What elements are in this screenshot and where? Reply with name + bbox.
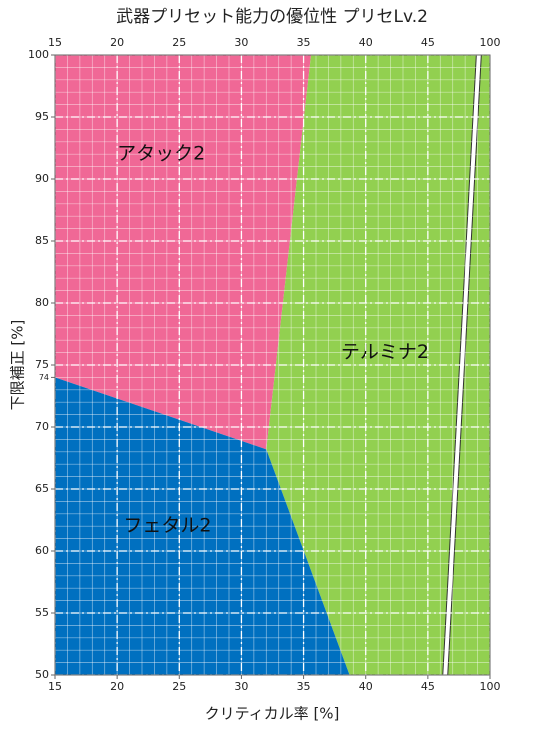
- y-tick-label: 50: [35, 668, 49, 681]
- x-tick-label: 25: [172, 680, 186, 693]
- x-tick-label-top: 30: [234, 36, 248, 49]
- y-tick-label: 60: [35, 544, 49, 557]
- chart-title: 武器プリセット能力の優位性 プリセLv.2: [116, 7, 428, 27]
- region-label: テルミナ2: [341, 341, 429, 363]
- region-label: フェタル2: [123, 515, 211, 537]
- plot-frame: [54, 54, 491, 676]
- y-tick-label: 100: [28, 48, 49, 61]
- x-tick-label-top: 45: [421, 36, 435, 49]
- y-tick-label: 85: [35, 234, 49, 247]
- y-tick-label: 55: [35, 606, 49, 619]
- x-tick-label: 40: [359, 680, 373, 693]
- region: [55, 55, 312, 450]
- x-tick-label: 35: [297, 680, 311, 693]
- x-tick-label-top: 20: [110, 36, 124, 49]
- x-axis-label: クリティカル率 [%]: [205, 705, 340, 723]
- x-tick-label-top: 35: [297, 36, 311, 49]
- x-tick-label-top: 15: [48, 36, 62, 49]
- y-tick-label: 95: [35, 110, 49, 123]
- x-tick-label: 15: [48, 680, 62, 693]
- y-tick-label: 74: [39, 373, 49, 382]
- y-axis-label: 下限補正 [%]: [9, 320, 27, 411]
- y-tick-label: 75: [35, 358, 49, 371]
- x-tick-label: 45: [421, 680, 435, 693]
- x-tick-label: 20: [110, 680, 124, 693]
- region-label: アタック2: [117, 143, 205, 165]
- x-tick-label-top: 100: [480, 36, 501, 49]
- y-tick-label: 65: [35, 482, 49, 495]
- y-tick-label: 80: [35, 296, 49, 309]
- x-tick-label: 30: [234, 680, 248, 693]
- x-tick-label-top: 40: [359, 36, 373, 49]
- y-tick-label: 70: [35, 420, 49, 433]
- y-tick-label: 90: [35, 172, 49, 185]
- x-tick-label-top: 25: [172, 36, 186, 49]
- x-tick-label: 100: [480, 680, 501, 693]
